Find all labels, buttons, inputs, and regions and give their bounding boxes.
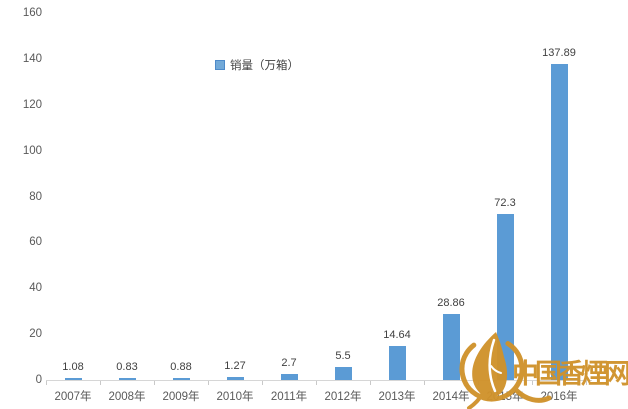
y-axis-label: 140 [22,52,42,65]
bar [496,214,514,380]
x-axis-label: 2016年 [540,391,578,403]
y-axis-label: 20 [29,328,42,341]
bar-value-label: 5.5 [335,350,351,363]
x-axis-label: 2015年 [486,391,524,403]
bar [280,373,298,380]
y-axis-label: 100 [22,144,42,157]
x-axis-tick [478,381,479,385]
x-axis-tick [370,381,371,385]
x-axis-line [46,380,592,381]
x-axis-tick [424,381,425,385]
x-axis-label: 2013年 [378,391,416,403]
bar [442,313,460,380]
bar-value-label: 2.7 [281,356,297,369]
bar [172,377,190,380]
y-axis-label: 60 [29,236,42,249]
bar [226,377,244,380]
bar-value-label: 1.27 [224,360,246,373]
y-axis-label: 40 [29,282,42,295]
bar [334,367,352,380]
bar-value-label: 137.89 [542,46,576,59]
legend-label: 销量（万箱） [230,60,299,72]
legend-swatch-icon [215,60,225,70]
x-axis-label: 2012年 [324,391,362,403]
bar [550,63,568,380]
x-axis-tick [316,381,317,385]
bar-value-label: 28.86 [437,296,465,309]
x-axis-label: 2007年 [54,391,92,403]
bar-value-label: 1.08 [62,360,84,373]
y-axis-label: 120 [22,98,42,111]
x-axis-tick [208,381,209,385]
x-axis-tick [154,381,155,385]
bar-value-label: 0.88 [170,360,192,373]
x-axis-tick [586,381,587,385]
bar-value-label: 0.83 [116,361,138,373]
x-axis-tick [532,381,533,385]
bar [118,378,136,380]
x-axis-tick [262,381,263,385]
legend: 销量（万箱） [215,57,299,73]
leaf-vein [488,338,497,393]
x-axis-label: 2010年 [216,391,254,403]
watermark-text: 中国香煙网 [512,359,628,390]
x-axis-label: 2009年 [162,391,200,403]
y-axis-label: 80 [29,190,42,203]
y-axis-label: 0 [35,374,42,386]
bar-value-label: 14.64 [383,329,411,342]
x-axis-tick [100,381,101,385]
x-axis-label: 2014年 [432,391,470,403]
x-axis-tick [46,381,47,385]
bar-value-label: 72.3 [494,197,516,210]
x-axis-label: 2008年 [108,391,146,403]
y-axis-label: 160 [22,7,42,19]
x-axis-label: 2011年 [270,391,308,403]
bar [64,377,82,380]
bar [388,346,406,380]
